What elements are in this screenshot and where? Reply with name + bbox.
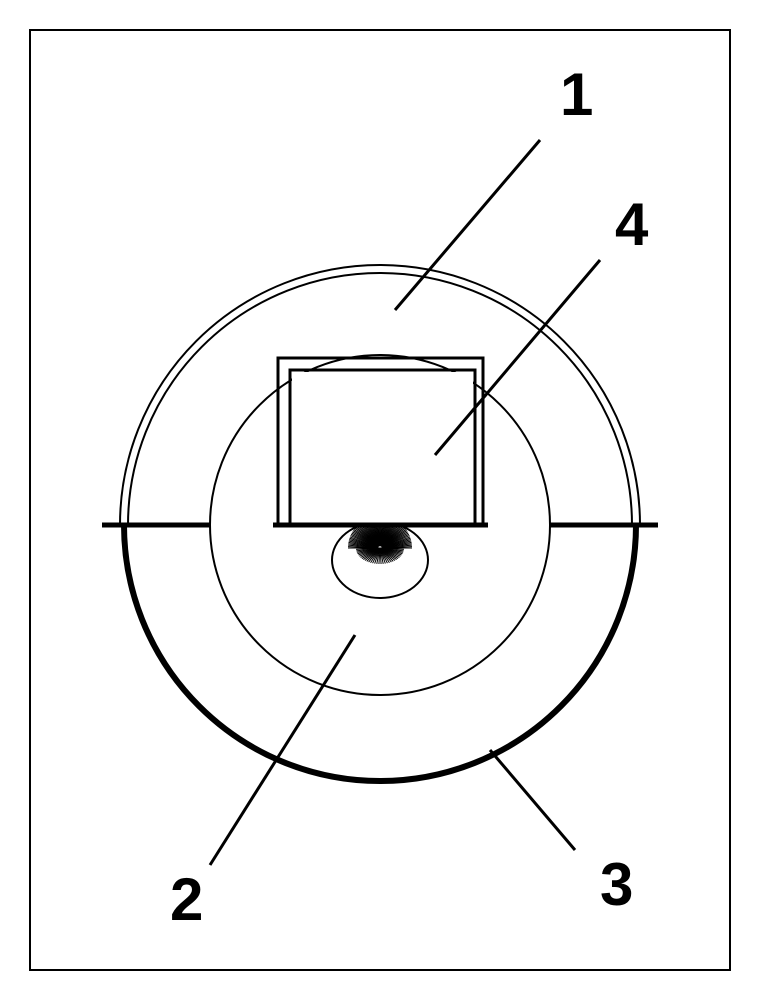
callout-label-1: 1 [560, 61, 593, 128]
technical-diagram: 14 3 2 [0, 0, 761, 1000]
callout-label-4: 4 [615, 191, 649, 258]
callout-label-2: 2 [170, 866, 203, 933]
callout-label-3: 3 [600, 851, 633, 918]
